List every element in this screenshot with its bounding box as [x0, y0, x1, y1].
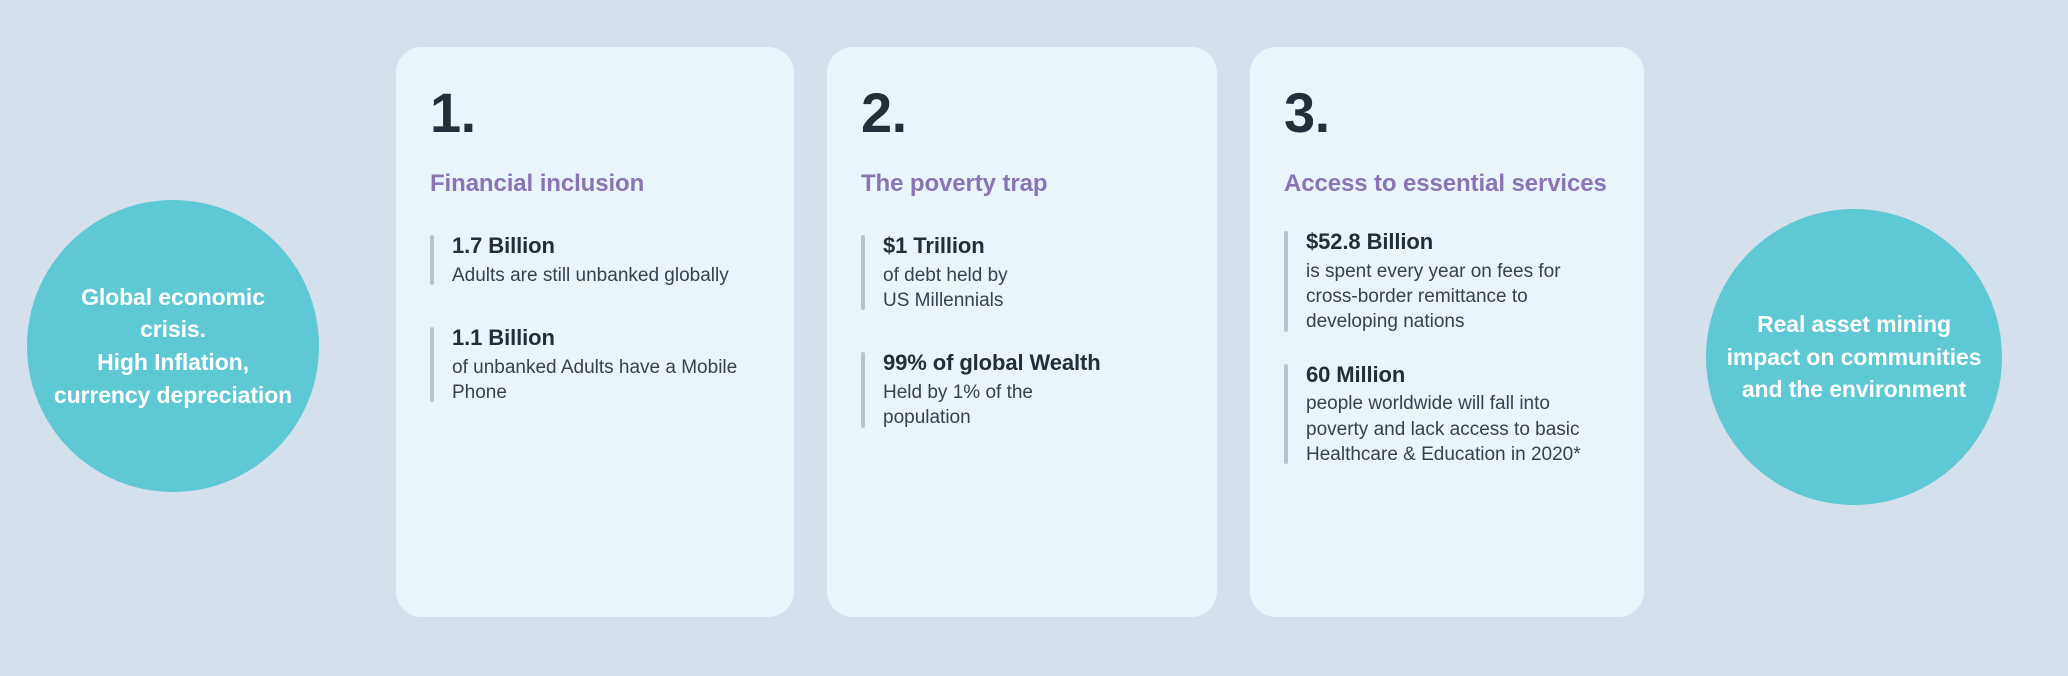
card-access-essential-services: 3. Access to essential services $52.8 Bi…	[1250, 47, 1644, 617]
left-context-circle: Global economic crisis. High Inflation, …	[27, 200, 319, 492]
card-3-title: Access to essential services	[1284, 170, 1607, 197]
card-2-number: 2.	[861, 81, 907, 144]
card-2-title: The poverty trap	[861, 170, 1048, 197]
stat-accent-bar	[1284, 231, 1288, 332]
stat-item: 1.1 Billion of unbanked Adults have a Mo…	[430, 324, 760, 405]
card-financial-inclusion: 1. Financial inclusion 1.7 Billion Adult…	[396, 47, 794, 617]
card-1-number: 1.	[430, 81, 476, 144]
stat-item: 1.7 Billion Adults are still unbanked gl…	[430, 232, 760, 288]
right-context-circle: Real asset mining impact on communities …	[1706, 209, 2002, 505]
stat-description: people worldwide will fall into poverty …	[1306, 393, 1581, 465]
stat-accent-bar	[430, 235, 434, 286]
stat-item: 60 Million people worldwide will fall in…	[1284, 361, 1610, 467]
stat-value: 99% of global Wealth	[883, 350, 1101, 376]
stat-value: $52.8 Billion	[1306, 229, 1434, 255]
stat-item: $52.8 Billion is spent every year on fee…	[1284, 228, 1610, 334]
card-2-stats: $1 Trillion of debt held by US Millennia…	[861, 232, 1183, 430]
card-1-title: Financial inclusion	[430, 170, 645, 197]
card-3-stats: $52.8 Billion is spent every year on fee…	[1284, 228, 1610, 467]
stat-value: 60 Million	[1306, 361, 1406, 387]
card-1-stats: 1.7 Billion Adults are still unbanked gl…	[430, 232, 760, 405]
card-poverty-trap: 2. The poverty trap $1 Trillion of debt …	[827, 47, 1217, 617]
left-circle-text: Global economic crisis. High Inflation, …	[53, 283, 293, 408]
stat-value: 1.7 Billion	[452, 233, 555, 259]
right-circle-text: Real asset mining impact on communities …	[1726, 311, 1982, 403]
card-3-number: 3.	[1284, 81, 1330, 144]
stat-item: 99% of global Wealth Held by 1% of the p…	[861, 349, 1183, 430]
stat-accent-bar	[1284, 363, 1288, 465]
stat-accent-bar	[861, 352, 865, 428]
stat-value: $1 Trillion	[883, 233, 985, 259]
stat-description: of unbanked Adults have a Mobile Phone	[452, 356, 738, 403]
stat-accent-bar	[430, 327, 434, 403]
stat-description: Held by 1% of the population	[883, 381, 1033, 429]
stat-value: 1.1 Billion	[452, 325, 555, 351]
stat-description: Adults are still unbanked globally	[452, 264, 729, 286]
stat-item: $1 Trillion of debt held by US Millennia…	[861, 232, 1183, 313]
stat-description: is spent every year on fees for cross-bo…	[1306, 260, 1561, 333]
stat-accent-bar	[861, 235, 865, 311]
stat-description: of debt held by US Millennials	[883, 264, 1008, 312]
